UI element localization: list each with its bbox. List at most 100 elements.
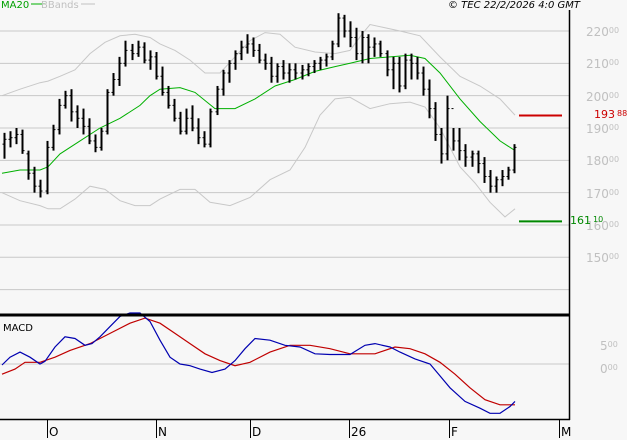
support-resistance-levels bbox=[519, 114, 562, 223]
legend-ma20-swatch bbox=[31, 3, 46, 5]
ohlc-bar bbox=[354, 27, 359, 61]
ohlc-bar bbox=[391, 56, 396, 90]
ohlc-bar bbox=[32, 166, 37, 193]
ohlc-bar bbox=[372, 37, 377, 57]
ohlc-bar bbox=[196, 118, 201, 145]
ohlc-bar bbox=[378, 40, 383, 57]
y-tick-label: 22000 bbox=[586, 25, 620, 39]
ohlc-bar bbox=[403, 53, 408, 90]
support-label: 161 10 bbox=[570, 214, 604, 228]
y-tick-label: 21000 bbox=[586, 57, 620, 72]
ohlc-bar bbox=[2, 132, 7, 159]
ohlc-bar bbox=[190, 105, 195, 132]
ohlc-bar bbox=[111, 73, 116, 96]
legend-bbands-swatch bbox=[80, 3, 95, 5]
ohlc-bar bbox=[336, 13, 341, 48]
ohlc-bar bbox=[275, 63, 280, 83]
ohlc-bar bbox=[494, 176, 499, 193]
ohlc-bar bbox=[348, 21, 353, 48]
macd-title: MACD bbox=[3, 323, 33, 334]
bb-upper-line bbox=[1, 23, 516, 116]
copyright-timestamp: © TEC 22/2/2026 4:0 GMT bbox=[448, 0, 580, 11]
ohlc-bar bbox=[263, 53, 268, 70]
legend-ma20-label: MA20 bbox=[1, 0, 30, 11]
ohlc-bar bbox=[324, 53, 329, 67]
ohlc-bar bbox=[227, 60, 232, 83]
y-tick-label: 20000 bbox=[586, 89, 620, 104]
ohlc-bar bbox=[281, 60, 286, 80]
ohlc-bar bbox=[136, 40, 141, 57]
ohlc-bar bbox=[257, 43, 262, 64]
x-tick-label: D bbox=[252, 425, 262, 439]
y-tick-label: 18000 bbox=[586, 154, 620, 169]
ohlc-bar bbox=[154, 52, 159, 80]
ohlc-bar bbox=[512, 144, 517, 174]
macd-line bbox=[1, 312, 516, 414]
ohlc-bar bbox=[142, 42, 147, 64]
ohlc-bar bbox=[251, 37, 256, 57]
ohlc-bar bbox=[463, 144, 468, 167]
ohlc-bar bbox=[202, 131, 207, 148]
ohlc-bar bbox=[385, 50, 390, 77]
ohlc-bar bbox=[506, 166, 511, 180]
x-tick-label: 26 bbox=[351, 425, 367, 439]
ohlc-bar bbox=[215, 85, 220, 116]
ohlc-bar bbox=[269, 56, 274, 83]
legend-bbands-label: BBands bbox=[41, 0, 79, 11]
ohlc-bar bbox=[360, 31, 365, 64]
ohlc-bar bbox=[421, 66, 426, 96]
ohlc-bar bbox=[63, 90, 68, 109]
ohlc-bar bbox=[427, 79, 432, 119]
ohlc-bar bbox=[330, 40, 335, 61]
y-tick-label: 17000 bbox=[586, 186, 620, 201]
ohlc-bar bbox=[482, 157, 487, 183]
ohlc-bar bbox=[500, 170, 505, 187]
ohlc-bar bbox=[99, 127, 104, 151]
ohlc-bar bbox=[342, 14, 347, 38]
ohlc-bar bbox=[433, 102, 438, 141]
ohlc-bar bbox=[38, 179, 43, 198]
ohlc-bar bbox=[123, 40, 128, 67]
ma20-polyline bbox=[1, 54, 516, 174]
legend-bbands: BBands bbox=[41, 0, 95, 12]
ohlc-bar bbox=[87, 118, 92, 145]
ohlc-bar bbox=[287, 63, 292, 83]
ohlc-bar bbox=[488, 170, 493, 193]
y-tick-label: 15000 bbox=[586, 251, 620, 266]
ohlc-bar bbox=[470, 150, 475, 167]
ma20-line bbox=[1, 54, 516, 174]
ohlc-bar bbox=[20, 129, 25, 154]
ohlc-bar bbox=[233, 50, 238, 70]
price-bars bbox=[2, 13, 517, 198]
ohlc-bar bbox=[439, 127, 444, 164]
x-tick-label: N bbox=[158, 425, 167, 439]
ohlc-bar bbox=[445, 95, 450, 161]
ohlc-bar bbox=[312, 60, 317, 74]
ohlc-bar bbox=[166, 85, 171, 109]
ohlc-bar bbox=[318, 56, 323, 70]
ohlc-bar bbox=[178, 111, 183, 135]
ohlc-bar bbox=[45, 140, 50, 195]
ohlc-bar bbox=[451, 108, 456, 151]
ohlc-bar bbox=[306, 63, 311, 77]
macd-signal-line bbox=[1, 317, 515, 406]
ohlc-bar bbox=[172, 98, 177, 122]
ohlc-bar bbox=[293, 63, 298, 80]
ohlc-bar bbox=[69, 89, 74, 122]
ohlc-bar bbox=[476, 150, 481, 174]
ohlc-bar bbox=[117, 56, 122, 86]
x-tick-label: F bbox=[451, 425, 458, 439]
ohlc-bar bbox=[366, 34, 371, 64]
macd-y-tick-label: 500 bbox=[600, 339, 618, 353]
ohlc-bar bbox=[93, 134, 98, 153]
y-tick-label: 19000 bbox=[586, 121, 620, 136]
macd-y-tick-label: 000 bbox=[600, 362, 618, 376]
ohlc-bar bbox=[160, 66, 165, 96]
ohlc-bar bbox=[245, 34, 250, 54]
ohlc-bar bbox=[148, 50, 153, 70]
ohlc-bar bbox=[457, 127, 462, 161]
resistance-label: 193 88 bbox=[594, 108, 627, 122]
ohlc-bar bbox=[57, 98, 62, 135]
ohlc-bar bbox=[409, 53, 414, 80]
